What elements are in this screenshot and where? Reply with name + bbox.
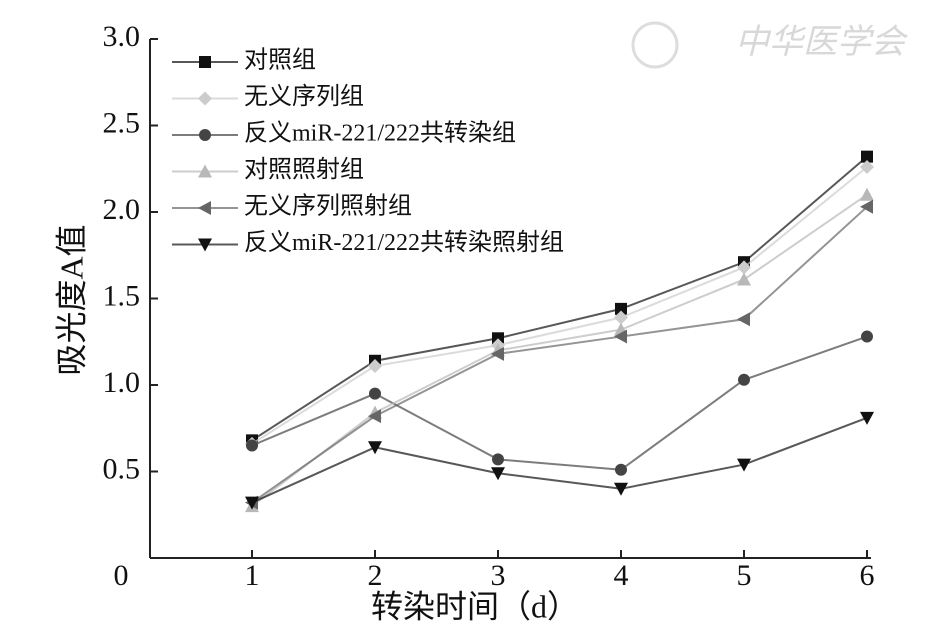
marker	[198, 238, 212, 252]
marker	[860, 411, 874, 425]
series-line	[251, 416, 868, 504]
marker	[614, 482, 628, 496]
marker	[737, 458, 751, 472]
x-tick-label: 5	[737, 559, 752, 592]
marker	[246, 439, 258, 452]
marker	[860, 160, 874, 175]
legend-label: 无义序列照射组	[244, 193, 412, 220]
x-axis-label: 转染时间（d）	[371, 588, 579, 624]
marker	[198, 201, 211, 215]
marker	[737, 312, 750, 327]
marker	[368, 409, 381, 424]
x-tick-label: 0	[114, 559, 129, 592]
marker	[860, 187, 874, 201]
watermark: 中华医学会	[735, 24, 909, 61]
marker	[738, 373, 750, 386]
marker	[199, 56, 211, 68]
legend-label: 对照照射组	[244, 156, 364, 183]
series-line	[251, 166, 868, 445]
legend-label: 对照组	[244, 47, 316, 74]
marker	[614, 329, 627, 344]
legend-label: 无义序列组	[244, 83, 364, 110]
x-tick-label: 2	[368, 559, 383, 592]
series-line	[251, 155, 868, 442]
y-tick-label: 0.5	[103, 452, 141, 485]
watermark-logo	[631, 21, 679, 69]
marker	[368, 358, 382, 373]
marker	[615, 463, 627, 476]
marker	[199, 129, 211, 141]
marker	[492, 453, 504, 466]
marker	[861, 330, 873, 343]
marker	[615, 302, 627, 315]
series-line	[251, 335, 868, 471]
series-line	[251, 206, 868, 504]
legend-label: 反义miR-221/222共转染照射组	[244, 229, 564, 256]
x-tick-label: 3	[491, 559, 506, 592]
x-tick-label: 6	[860, 559, 875, 592]
y-tick-label: 3.0	[103, 20, 141, 53]
y-tick-label: 1.0	[103, 366, 141, 399]
marker	[737, 272, 751, 286]
marker	[861, 150, 873, 163]
x-tick-label: 1	[245, 559, 260, 592]
marker	[860, 199, 873, 214]
marker	[737, 260, 751, 275]
marker	[245, 496, 259, 510]
marker	[614, 310, 628, 325]
y-tick-label: 1.5	[103, 279, 141, 312]
marker	[368, 441, 382, 455]
series-line	[251, 193, 868, 507]
y-tick-label: 2.5	[103, 106, 141, 139]
y-tick-label: 2.0	[103, 193, 141, 226]
marker	[198, 91, 212, 106]
legend-label: 反义miR-221/222共转染组	[244, 120, 516, 147]
x-tick-label: 4	[614, 559, 629, 592]
y-axis-label: 吸光度A值	[53, 224, 89, 375]
marker	[491, 467, 505, 481]
marker	[369, 387, 381, 400]
marker	[491, 346, 504, 361]
marker	[198, 164, 212, 178]
